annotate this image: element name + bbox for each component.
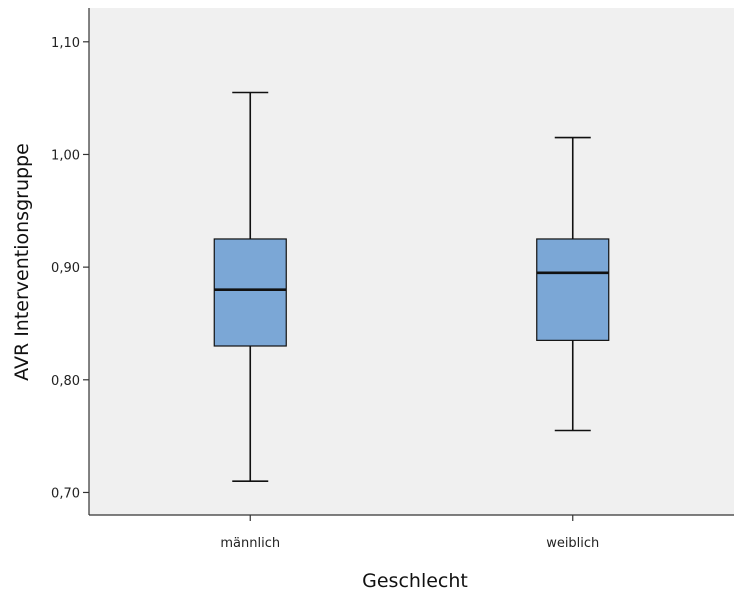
y-axis-title: AVR Interventionsgruppe xyxy=(11,143,33,381)
box-2 xyxy=(536,136,610,432)
y-tick-label: 1,10 xyxy=(51,36,80,51)
y-tick-label: 1,00 xyxy=(51,148,80,163)
box-series xyxy=(213,91,610,483)
iqr-box xyxy=(536,238,610,341)
y-tick-label: 0,70 xyxy=(51,486,80,501)
x-axis: männlich weiblich xyxy=(89,514,734,551)
x-axis-title: Geschlecht xyxy=(362,570,468,592)
y-tick-label: 0,90 xyxy=(51,261,80,276)
box-1 xyxy=(213,91,287,483)
y-axis: 0,70 0,80 0,90 1,00 1,10 xyxy=(51,8,90,515)
plot-area xyxy=(89,8,734,515)
iqr-box xyxy=(213,238,287,347)
y-tick-label: 0,80 xyxy=(51,374,80,389)
x-tick-label: weiblich xyxy=(546,536,599,551)
x-tick-label: männlich xyxy=(220,536,280,551)
